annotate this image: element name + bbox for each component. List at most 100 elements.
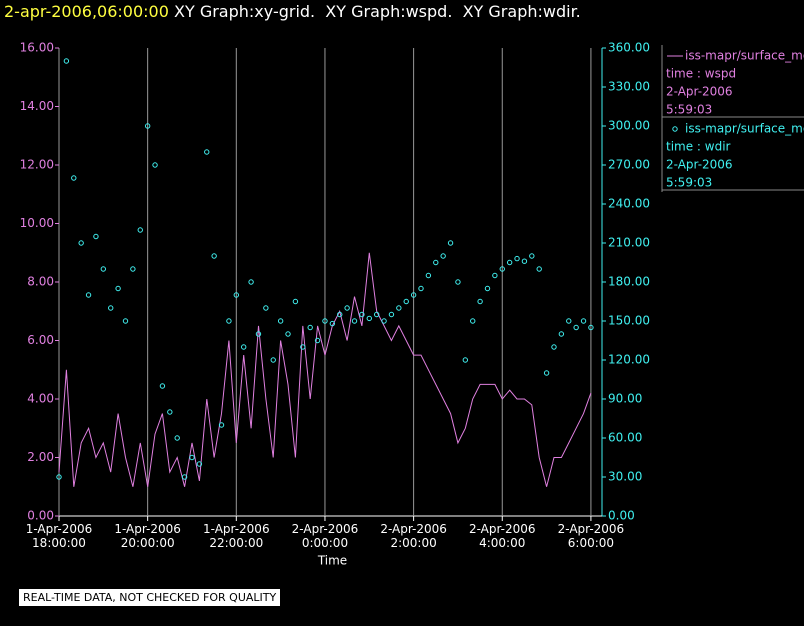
y2-tick-label: 0.00: [608, 509, 635, 523]
wdir-point: [78, 240, 84, 246]
y2-tick-label: 60.00: [608, 431, 642, 445]
wdir-point: [388, 311, 395, 318]
wdir-point: [100, 266, 107, 272]
wdir-point: [115, 285, 121, 292]
header: 2-apr-2006,06:00:00 XY Graph:xy-grid. XY…: [4, 2, 581, 21]
header-time: 2-apr-2006,06:00:00: [4, 2, 169, 21]
wdir-point: [255, 331, 262, 337]
wdir-point: [108, 305, 114, 311]
wdir-point: [159, 383, 166, 389]
legend-detail: 2-Apr-2006: [666, 85, 733, 99]
legend-detail: time : wdir: [666, 140, 731, 154]
wdir-point: [477, 298, 483, 305]
wdir-point: [351, 318, 358, 324]
wdir-point: [484, 285, 491, 292]
wdir-point: [93, 233, 99, 240]
wdir-point: [536, 266, 542, 272]
legend-name: iss-mapr/surface_met: [685, 49, 804, 63]
wdir-point: [455, 279, 461, 285]
y2-tick-label: 270.00: [608, 158, 650, 172]
wdir-point: [204, 149, 210, 155]
y2-tick-label: 150.00: [608, 314, 650, 328]
y2-tick-label: 180.00: [608, 275, 650, 289]
wdir-point: [248, 279, 254, 285]
wdir-point: [558, 331, 565, 337]
x-tick-label: 1-Apr-2006 22:00:00: [203, 522, 270, 550]
wdir-point: [152, 162, 158, 168]
legend-detail: 2-Apr-2006: [666, 158, 733, 172]
wdir-point: [425, 272, 432, 279]
wdir-point: [314, 337, 321, 344]
wdir-point: [181, 474, 188, 480]
legend-detail: time : wspd: [666, 67, 736, 81]
wdir-point: [359, 311, 365, 318]
wdir-point: [218, 422, 225, 428]
wdir-point: [410, 292, 417, 298]
wdir-point: [167, 409, 173, 415]
wdir-point: [499, 266, 505, 272]
wdir-point: [270, 357, 276, 363]
wdir-point: [492, 272, 498, 279]
wdir-point: [122, 318, 129, 324]
y2-tick-label: 30.00: [608, 470, 642, 484]
wdir-point: [521, 258, 528, 264]
y2-tick-label: 120.00: [608, 353, 650, 367]
y2-tick-label: 300.00: [608, 119, 650, 133]
y2-tick-label: 360.00: [608, 41, 650, 55]
x-tick-label: 2-Apr-2006 0:00:00: [291, 522, 359, 550]
y-tick-label: 14.00: [20, 99, 54, 113]
wdir-point: [277, 318, 284, 324]
y2-tick-label: 240.00: [608, 197, 650, 211]
wdir-point: [263, 305, 269, 311]
wdir-point: [566, 318, 572, 324]
wdir-point: [373, 311, 380, 318]
legend-detail: 5:59:03: [666, 103, 712, 117]
wdir-point: [440, 253, 446, 259]
wdir-point: [470, 318, 476, 324]
wdir-point: [580, 318, 587, 324]
wdir-point: [285, 331, 291, 337]
wdir-point: [144, 123, 151, 129]
wdir-point: [196, 461, 203, 467]
wdir-point: [233, 292, 240, 298]
wdir-point: [174, 435, 180, 441]
x-axis-label: Time: [317, 554, 347, 568]
wdir-point: [226, 318, 232, 324]
y2-tick-label: 330.00: [608, 80, 650, 94]
x-tick-label: 2-Apr-2006 2:00:00: [380, 522, 447, 550]
y2-tick-label: 210.00: [608, 236, 650, 250]
wdir-point: [337, 311, 343, 318]
wdir-point: [137, 227, 143, 233]
wdir-point: [381, 318, 387, 324]
wdir-point: [514, 255, 520, 262]
wdir-point: [300, 344, 306, 350]
wdir-point: [573, 324, 579, 331]
y-tick-label: 10.00: [20, 216, 54, 230]
wdir-point: [85, 292, 92, 298]
legend-detail: 5:59:03: [666, 176, 712, 190]
wdir-point: [56, 474, 62, 480]
wdir-point: [130, 266, 136, 272]
wdir-point: [292, 298, 299, 305]
legend-swatch: [672, 126, 678, 132]
wdir-point: [189, 454, 195, 461]
wdir-point: [543, 370, 550, 376]
quality-note: REAL-TIME DATA, NOT CHECKED FOR QUALITY: [19, 589, 281, 606]
wdir-point: [344, 305, 350, 311]
wdir-point: [418, 285, 424, 292]
y-tick-label: 8.00: [27, 275, 54, 289]
y-tick-label: 4.00: [27, 392, 54, 406]
y-tick-label: 0.00: [27, 509, 54, 523]
wdir-point: [71, 175, 77, 181]
wspd-line: [58, 252, 592, 487]
wdir-point: [307, 324, 313, 331]
x-tick-label: 2-Apr-2006 6:00:00: [557, 522, 625, 550]
y-tick-label: 12.00: [20, 158, 54, 172]
wdir-point: [433, 259, 439, 266]
x-tick-label: 1-Apr-2006 18:00:00: [25, 522, 93, 550]
wdir-point: [447, 240, 454, 246]
wdir-point: [63, 58, 70, 64]
